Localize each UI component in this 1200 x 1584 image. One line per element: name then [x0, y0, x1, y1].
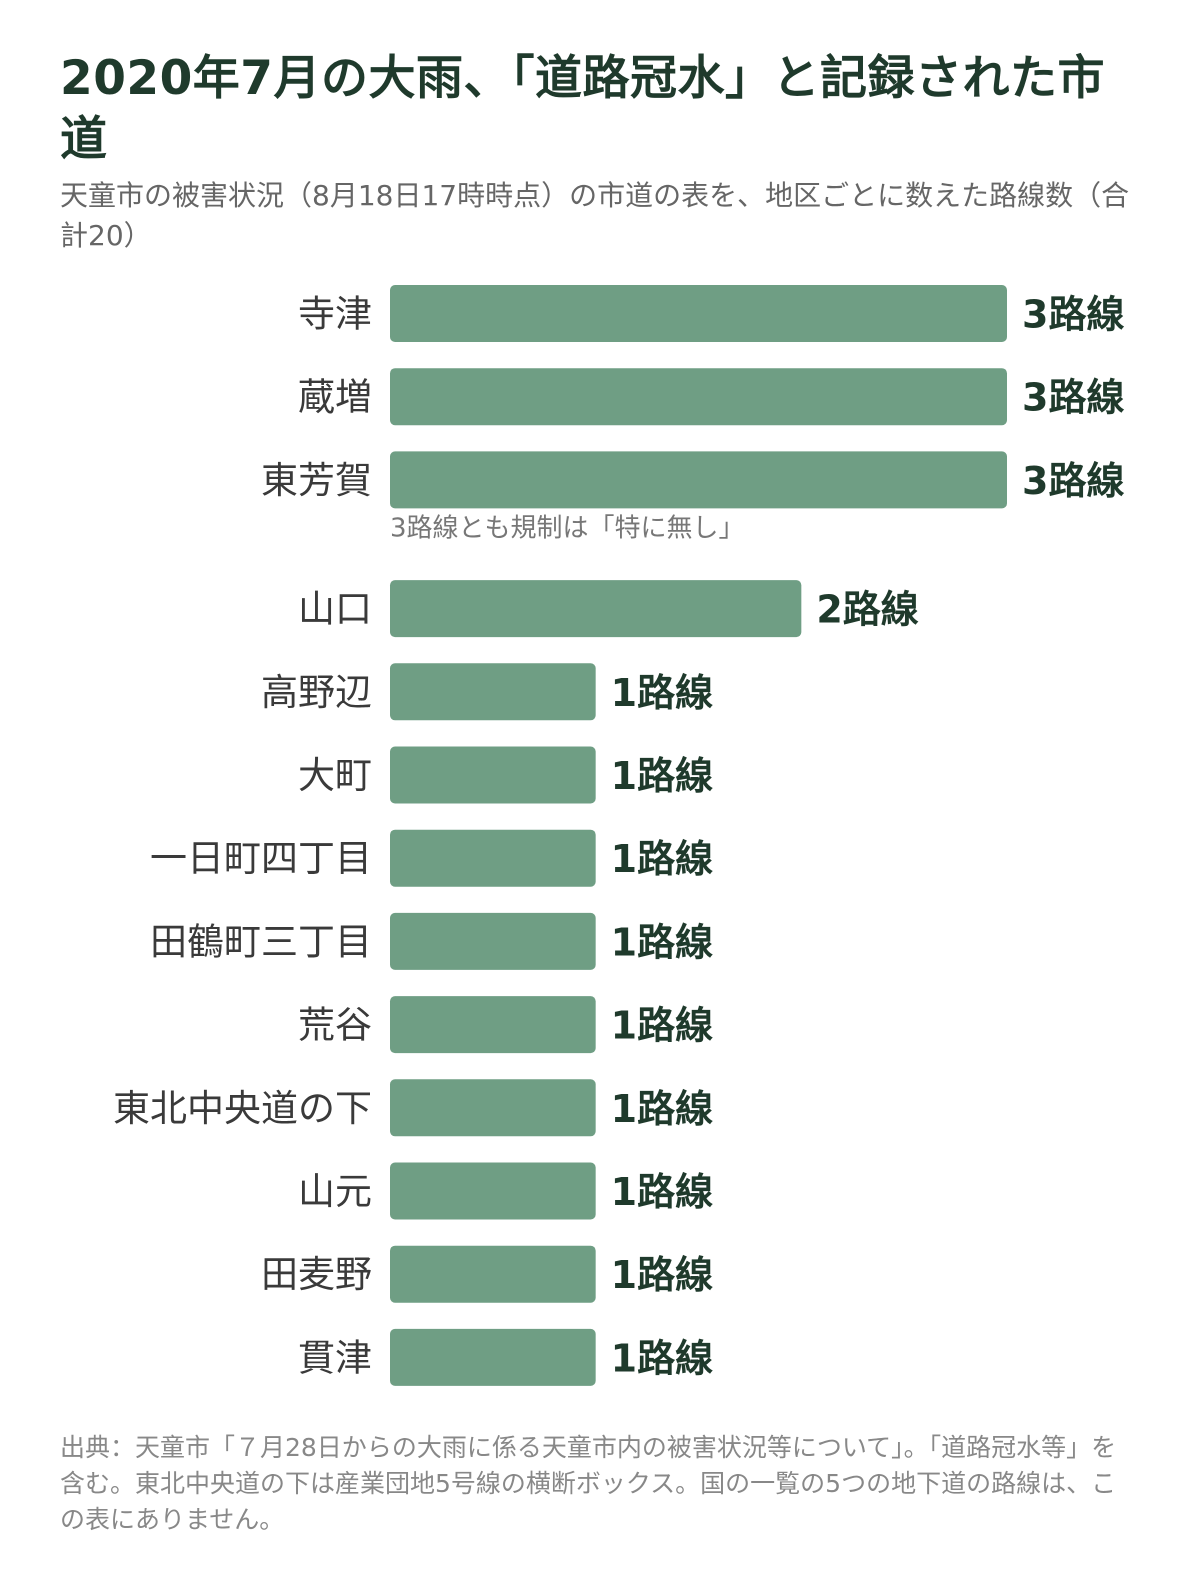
value-label: 1路線 — [611, 671, 713, 715]
category-label: 東北中央道の下 — [113, 1087, 372, 1130]
category-label: 東芳賀 — [261, 459, 372, 502]
chart-subtitle: 天童市の被害状況（8月18日17時時点）の市道の表を、地区ごとに数えた路線数（合… — [60, 179, 1130, 252]
bar — [390, 663, 596, 721]
category-label: 荒谷 — [298, 1004, 372, 1047]
value-label: 2路線 — [816, 588, 918, 632]
category-label: 一日町四丁目 — [150, 837, 372, 880]
value-label: 3路線 — [1022, 293, 1124, 337]
category-label: 貫津 — [298, 1336, 372, 1379]
bar — [390, 1162, 596, 1220]
bar — [390, 996, 596, 1054]
category-label: 田鶴町三丁目 — [150, 920, 372, 963]
value-label: 3路線 — [1022, 459, 1124, 503]
value-label: 1路線 — [611, 754, 713, 798]
value-label: 1路線 — [611, 837, 713, 881]
category-label: 高野辺 — [261, 671, 372, 714]
category-label: 寺津 — [298, 293, 372, 336]
bar — [390, 1079, 596, 1137]
bar — [390, 746, 596, 804]
bar — [390, 451, 1007, 509]
bar — [390, 912, 596, 970]
annotation-note: 3路線とも規制は「特に無し」 — [390, 514, 745, 544]
value-label: 1路線 — [611, 920, 713, 964]
value-label: 1路線 — [611, 1004, 713, 1048]
source-note: 出典：天童市「７月28日からの大雨に係る天童市内の被害状況等について」。「道路冠… — [60, 1433, 1117, 1534]
value-label: 1路線 — [611, 1087, 713, 1131]
value-label: 1路線 — [611, 1170, 713, 1214]
bar — [390, 829, 596, 887]
value-label: 1路線 — [611, 1336, 713, 1380]
bar — [390, 285, 1007, 342]
category-label: 田麦野 — [261, 1253, 372, 1296]
chart-title: 2020年7月の大雨、「道路冠水」と記録された市道 — [60, 51, 1106, 167]
value-label: 3路線 — [1022, 376, 1124, 420]
category-label: 山口 — [298, 588, 372, 631]
bar — [390, 368, 1007, 426]
value-label: 1路線 — [611, 1253, 713, 1297]
category-label: 大町 — [298, 754, 372, 797]
bar — [390, 1328, 596, 1386]
bar — [390, 1245, 596, 1303]
category-label: 蔵増 — [298, 376, 372, 419]
bar — [390, 580, 802, 638]
category-label: 山元 — [298, 1170, 372, 1213]
